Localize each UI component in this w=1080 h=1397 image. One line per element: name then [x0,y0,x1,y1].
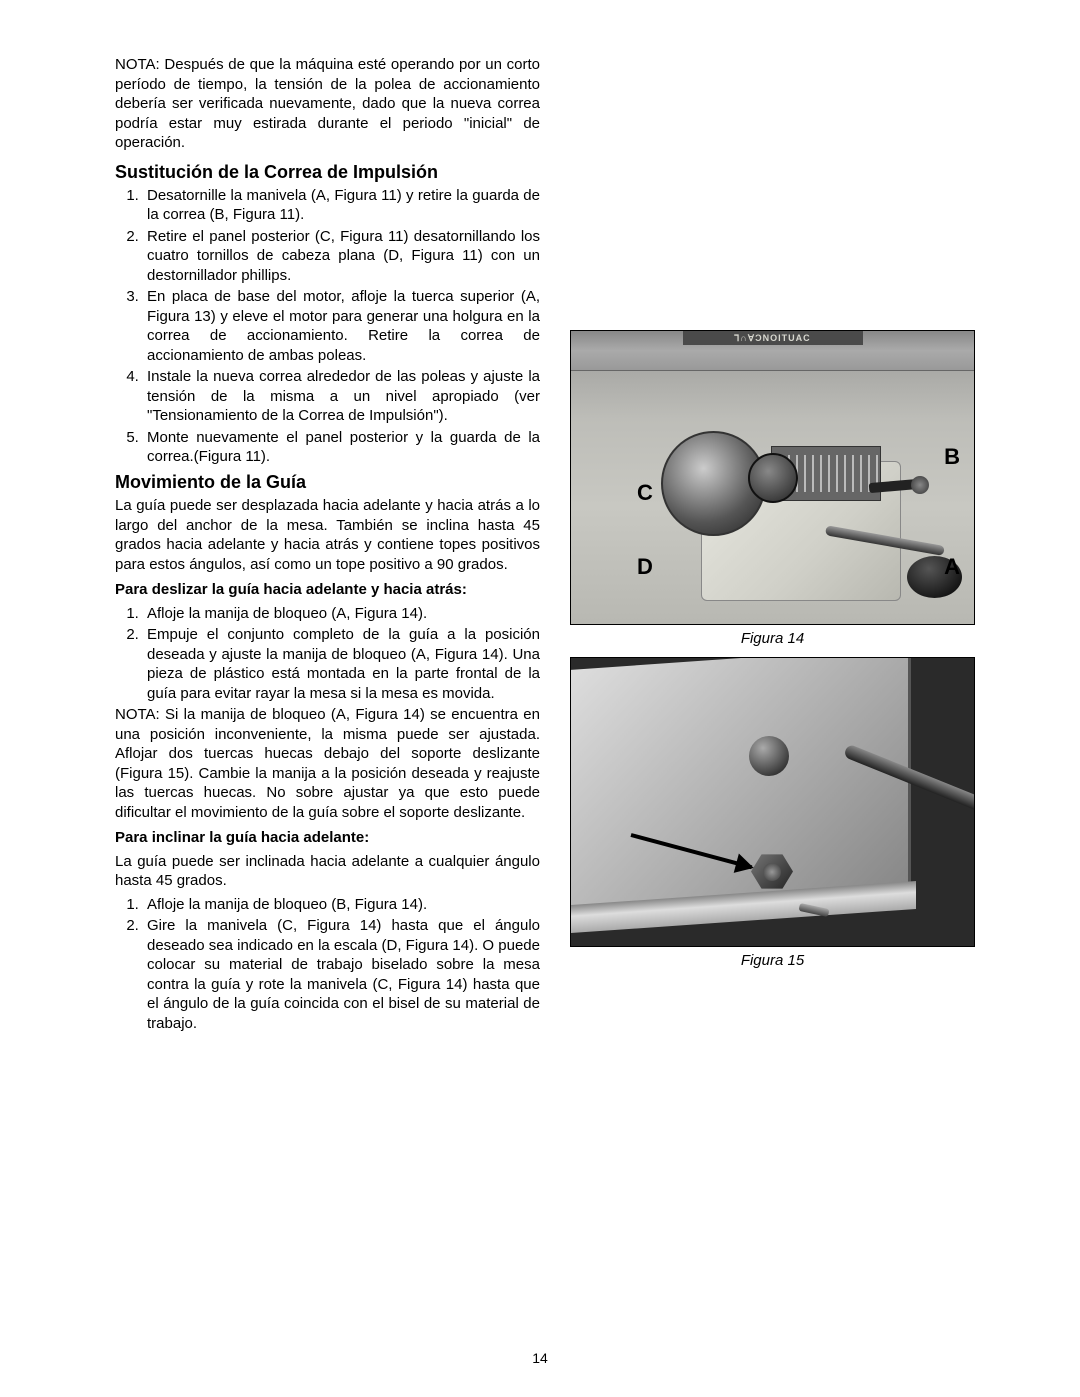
figure-14-wrap: ⅂∩∀ƆNOITUAC C B D A Figura 14 [570,330,975,649]
right-figure-column: ⅂∩∀ƆNOITUAC C B D A Figura 14 [570,55,975,1035]
figure-14-image: ⅂∩∀ƆNOITUAC C B D A [570,330,975,625]
list-item: Retire el panel posterior (C, Figura 11)… [143,227,540,286]
fig14-label-d: D [637,553,653,582]
list-item: Afloje la manija de bloqueo (A, Figura 1… [143,604,540,624]
list-item: Desatornille la manivela (A, Figura 11) … [143,186,540,225]
page-number: 14 [0,1349,1080,1367]
list-item: Afloje la manija de bloqueo (B, Figura 1… [143,895,540,915]
heading-sustitucion: Sustitución de la Correa de Impulsión [115,161,540,184]
fig15-rod-ball [749,736,789,776]
list-item: Monte nuevamente el panel posterior y la… [143,428,540,467]
fig14-caution-label: ⅂∩∀ƆNOITUAC [683,331,863,345]
fig14-label-c: C [637,479,653,508]
paragraph-movimiento: La guía puede ser desplazada hacia adela… [115,496,540,574]
list-sustitucion: Desatornille la manivela (A, Figura 11) … [115,186,540,467]
fig14-label-a: A [944,553,960,582]
list-deslizar: Afloje la manija de bloqueo (A, Figura 1… [115,604,540,704]
figure-15-image [570,657,975,947]
fig14-lock-pivot [911,476,929,494]
list-item: En placa de base del motor, afloje la tu… [143,287,540,365]
bold-deslizar: Para deslizar la guía hacia adelante y h… [115,580,540,600]
figure-15-caption: Figura 15 [570,951,975,971]
list-inclinar: Afloje la manija de bloqueo (B, Figura 1… [115,895,540,1034]
list-item: Instale la nueva correa alrededor de las… [143,367,540,426]
fig14-label-b: B [944,443,960,472]
nota-paragraph-2: NOTA: Si la manija de bloqueo (A, Figura… [115,705,540,822]
figure-14-caption: Figura 14 [570,629,975,649]
nota-paragraph-1: NOTA: Después de que la máquina esté ope… [115,55,540,153]
list-item: Empuje el conjunto completo de la guía a… [143,625,540,703]
figure-15-wrap: Figura 15 [570,657,975,971]
heading-movimiento: Movimiento de la Guía [115,471,540,494]
bold-inclinar: Para inclinar la guía hacia adelante: [115,828,540,848]
list-item: Gire la manivela (C, Figura 14) hasta qu… [143,916,540,1033]
left-text-column: NOTA: Después de que la máquina esté ope… [115,55,540,1035]
fig14-handwheel-center [748,453,798,503]
paragraph-inclinar: La guía puede ser inclinada hacia adelan… [115,852,540,891]
